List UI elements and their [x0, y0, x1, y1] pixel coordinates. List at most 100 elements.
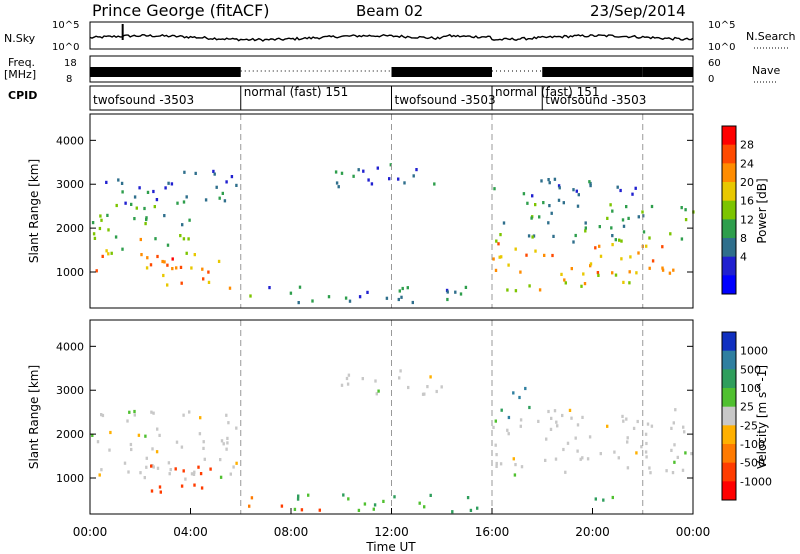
heatmap-cell — [138, 186, 141, 190]
nave-tick-top: 60 — [708, 58, 721, 69]
heatmap-cell — [598, 225, 601, 229]
heatmap-cell — [495, 239, 498, 243]
power-heatmap — [91, 163, 695, 305]
heatmap-cell — [166, 263, 169, 267]
heatmap-cell — [373, 503, 377, 507]
colorbar-swatch — [722, 332, 736, 352]
heatmap-cell — [166, 283, 169, 287]
heatmap-cell — [193, 470, 196, 474]
colorbar-tick-label: 20 — [740, 176, 754, 189]
heatmap-cell — [92, 232, 96, 236]
heatmap-cell — [494, 419, 497, 423]
heatmap-cell — [492, 257, 495, 261]
heatmap-cell — [552, 234, 555, 238]
x-axis-label: Time UT — [365, 540, 416, 554]
heatmap-cell — [145, 216, 148, 220]
heatmap-cell — [327, 295, 331, 299]
heatmap-cell — [554, 457, 558, 461]
heatmap-cell — [250, 496, 254, 500]
colorbar-swatch — [722, 256, 736, 276]
heatmap-cell — [412, 174, 415, 178]
x-tick-label-2: 08:00 — [274, 525, 309, 539]
heatmap-cell — [146, 190, 150, 194]
heatmap-cell — [108, 448, 111, 452]
heatmap-cell — [446, 297, 449, 302]
heatmap-cell — [398, 376, 401, 380]
heatmap-cell — [464, 285, 468, 289]
heatmap-cell — [645, 441, 648, 446]
heatmap-cell — [626, 440, 629, 444]
heatmap-cell — [207, 280, 211, 284]
heatmap-cell — [154, 237, 157, 241]
heatmap-cell — [648, 266, 651, 270]
colorbar-swatch — [722, 126, 736, 146]
heatmap-cell — [120, 181, 124, 185]
heatmap-cell — [133, 409, 136, 414]
heatmap-cell — [650, 424, 654, 428]
colorbar-swatch — [722, 238, 736, 258]
heatmap-cell — [589, 181, 592, 186]
heatmap-cell — [635, 271, 638, 275]
heatmap-cell — [382, 499, 385, 503]
heatmap-cell — [641, 210, 644, 214]
heatmap-cell — [668, 271, 672, 275]
nave-tick-bottom: 0 — [708, 74, 714, 85]
station-title: Prince George (fitACF) — [92, 1, 270, 20]
colorbar-tick-label: 16 — [740, 195, 754, 208]
heatmap-cell — [363, 502, 367, 506]
heatmap-cell — [562, 201, 565, 205]
heatmap-cell — [139, 471, 142, 475]
heatmap-cell — [609, 203, 612, 207]
heatmap-cell — [335, 181, 339, 185]
heatmap-cell — [577, 193, 580, 197]
heatmap-cell — [507, 415, 511, 420]
heatmap-cell — [454, 290, 457, 294]
heatmap-cell — [635, 451, 638, 455]
heatmap-cell — [574, 233, 577, 238]
colorbar-tick-label: 24 — [740, 157, 754, 170]
heatmap-cell — [91, 433, 94, 437]
heatmap-cell — [163, 214, 166, 218]
heatmap-cell — [648, 236, 651, 240]
heatmap-cell — [534, 203, 537, 207]
colorbar-swatch — [722, 219, 736, 239]
heatmap-cell — [146, 256, 149, 260]
heatmap-cell — [540, 179, 543, 183]
heatmap-cell — [403, 181, 406, 185]
heatmap-cell — [557, 184, 561, 188]
x-tick-label-0: 00:00 — [73, 525, 108, 539]
heatmap-cell — [235, 183, 238, 187]
heatmap-cell — [611, 209, 614, 213]
heatmap-cell — [525, 253, 528, 257]
colorbar-swatch — [722, 388, 736, 408]
freq-bar-2 — [391, 67, 492, 77]
heatmap-cell — [588, 180, 591, 184]
heatmap-cell — [407, 385, 410, 390]
heatmap-cell — [163, 260, 166, 264]
colorbar-swatch — [722, 275, 736, 295]
heatmap-cell — [367, 178, 370, 182]
heatmap-cell — [568, 408, 572, 412]
heatmap-cell — [527, 234, 531, 238]
freq-label-line2: [MHz] — [4, 68, 36, 81]
noise-left-tick-top: 10^5 — [52, 20, 79, 31]
heatmap-cell — [130, 447, 133, 452]
heatmap-cell — [583, 282, 587, 286]
heatmap-cell — [670, 426, 673, 430]
heatmap-cell — [225, 413, 228, 417]
heatmap-cell — [589, 264, 592, 268]
y-tick-label-1: 3000 — [56, 178, 84, 191]
freq-label-line1: Freq. — [8, 56, 35, 69]
heatmap-cell — [506, 288, 509, 292]
heatmap-cell — [296, 497, 300, 501]
heatmap-cell — [150, 464, 153, 468]
colorbar-tick-label: 28 — [740, 139, 754, 152]
heatmap-cell — [646, 422, 650, 426]
heatmap-cell — [297, 494, 300, 498]
x-tick-label-3: 12:00 — [374, 525, 409, 539]
heatmap-cell — [100, 218, 103, 222]
heatmap-cell — [398, 289, 401, 293]
heatmap-cell — [589, 262, 593, 266]
heatmap-cell — [674, 408, 677, 412]
heatmap-cell — [594, 246, 597, 250]
